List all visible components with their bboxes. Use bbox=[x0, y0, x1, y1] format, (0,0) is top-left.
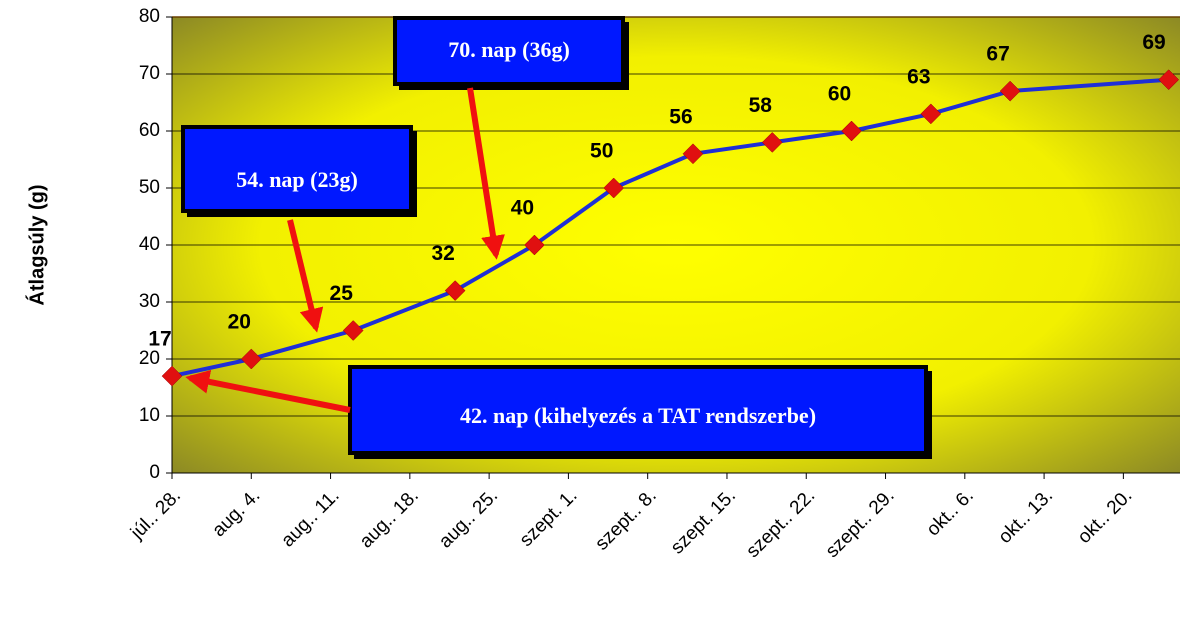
x-tick-label: júl.. 28. bbox=[126, 485, 185, 544]
data-label: 67 bbox=[986, 43, 1009, 66]
y-tick-label: 60 bbox=[139, 120, 160, 141]
x-tick-label: okt.. 20. bbox=[1074, 485, 1137, 548]
data-label: 25 bbox=[330, 282, 354, 305]
data-label: 58 bbox=[749, 94, 773, 117]
y-tick-label: 30 bbox=[139, 291, 160, 312]
x-tick-label: aug.. 25. bbox=[435, 485, 502, 552]
x-tick-label: szept. 1. bbox=[516, 485, 582, 551]
y-tick-label: 70 bbox=[139, 63, 160, 84]
annotation-text: 70. nap (36g) bbox=[448, 37, 570, 62]
y-tick-label: 50 bbox=[139, 177, 160, 198]
data-label: 60 bbox=[828, 83, 851, 106]
x-tick-label: aug.. 18. bbox=[356, 485, 423, 552]
x-tick-label: aug. 4. bbox=[208, 485, 264, 541]
x-tick-label: szept.. 8. bbox=[591, 485, 660, 554]
annotation-arrow bbox=[185, 369, 351, 413]
annotation-box bbox=[181, 125, 413, 213]
y-tick-label: 80 bbox=[139, 6, 160, 27]
annotation-box bbox=[393, 16, 625, 86]
marker bbox=[920, 103, 942, 125]
data-label: 50 bbox=[590, 140, 613, 163]
marker bbox=[524, 234, 545, 256]
marker bbox=[444, 280, 466, 301]
data-label: 32 bbox=[431, 242, 454, 265]
annotation-arrow bbox=[287, 219, 324, 333]
data-label: 63 bbox=[907, 65, 930, 88]
marker bbox=[761, 132, 783, 153]
y-tick-label: 0 bbox=[149, 462, 160, 483]
marker bbox=[161, 365, 183, 387]
annotation-text: 42. nap (kihelyezés a TAT rendszerbe) bbox=[460, 403, 816, 428]
series-line bbox=[171, 77, 1169, 379]
x-tick-label: szept. 15. bbox=[667, 485, 740, 558]
data-label: 40 bbox=[511, 197, 534, 220]
y-axis-label: Átlagsúly (g) bbox=[25, 184, 48, 305]
marker bbox=[999, 80, 1021, 102]
x-tick-label: okt.. 6. bbox=[923, 485, 978, 540]
data-label: 20 bbox=[228, 311, 251, 334]
annotations: 70. nap (36g) 54. nap (23g) 42. nap (kih… bbox=[181, 16, 932, 459]
x-tick-label: aug.. 11. bbox=[277, 485, 343, 551]
y-tick-label: 20 bbox=[139, 348, 160, 369]
marker bbox=[682, 143, 704, 165]
data-label: 17 bbox=[148, 328, 171, 351]
x-tick-label: okt.. 13. bbox=[995, 485, 1058, 548]
annotation-box bbox=[348, 365, 928, 455]
data-label: 69 bbox=[1142, 31, 1165, 54]
marker bbox=[603, 177, 625, 199]
marker bbox=[1158, 69, 1180, 91]
marker bbox=[841, 120, 862, 142]
x-tick-label: szept.. 22. bbox=[742, 485, 819, 562]
marker bbox=[240, 348, 262, 370]
annotation-arrow bbox=[467, 87, 505, 260]
x-tick-label: szept.. 29. bbox=[822, 485, 899, 562]
data-label: 56 bbox=[669, 105, 692, 128]
marker bbox=[342, 320, 364, 341]
y-tick-label: 10 bbox=[139, 405, 160, 426]
y-tick-label: 40 bbox=[139, 234, 160, 255]
annotation-text: 54. nap (23g) bbox=[236, 167, 358, 192]
